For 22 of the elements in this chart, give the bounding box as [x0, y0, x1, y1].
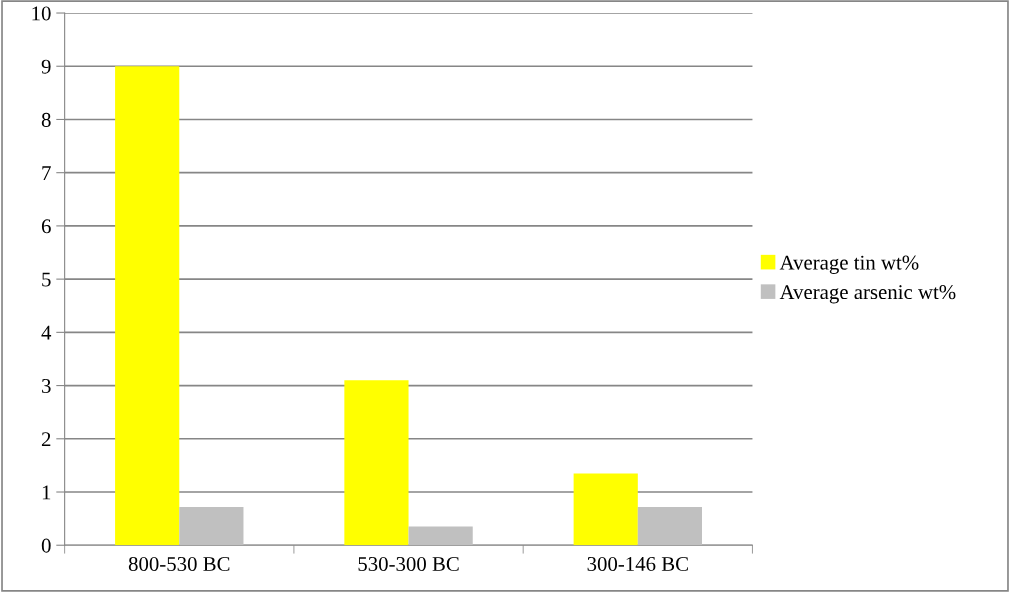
x-tick-label: 300-146 BC	[587, 556, 688, 571]
y-tick-label: 10	[32, 6, 51, 21]
y-tick-label: 5	[42, 272, 51, 287]
y-tick-label: 2	[41, 432, 51, 447]
y-tick-label: 6	[41, 219, 51, 234]
y-tick-label: 9	[41, 59, 51, 74]
y-tick-label: 7	[42, 166, 51, 180]
x-tick-label: 800-530 BC	[128, 556, 230, 571]
y-tick-label: 1	[42, 485, 51, 500]
bar	[115, 66, 180, 546]
legend-label: Average tin wt%	[779, 255, 919, 274]
bar	[573, 473, 638, 546]
bar	[179, 506, 244, 546]
legend-label: Average arsenic wt%	[779, 285, 956, 304]
y-tick-label: 4	[41, 325, 52, 340]
bar	[408, 526, 473, 546]
bar	[344, 380, 409, 546]
y-tick-label: 3	[42, 379, 51, 393]
y-tick-label: 0	[41, 538, 51, 553]
bar	[637, 506, 703, 546]
y-tick-label: 8	[41, 112, 51, 127]
x-tick-label: 530-300 BC	[358, 556, 459, 571]
